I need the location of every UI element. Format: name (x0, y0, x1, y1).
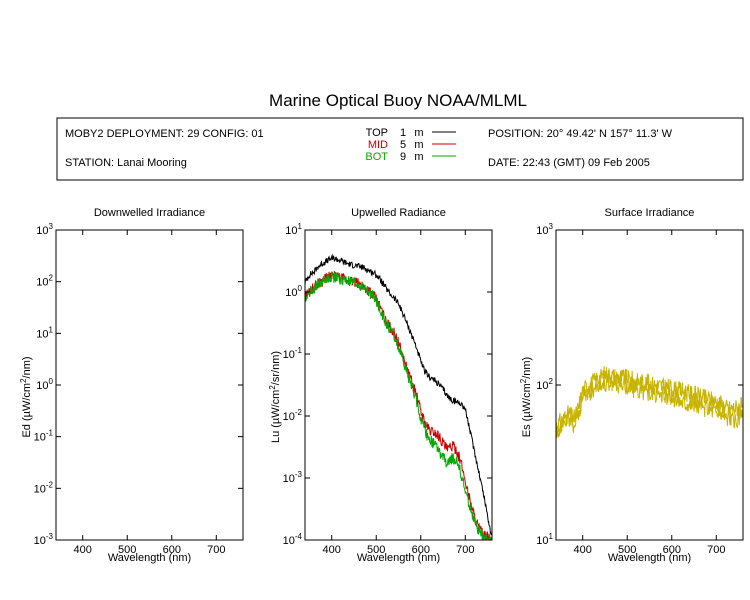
y-tick-label: 103 (36, 222, 53, 237)
series-line-0 (305, 253, 492, 536)
y-tick-label: 10-3 (283, 470, 303, 485)
series-line-0 (556, 366, 743, 433)
legend-unit-top: m (414, 127, 423, 139)
legend-depth-top: 1 (400, 127, 406, 139)
position-text: POSITION: 20° 49.42' N 157° 11.3' W (488, 128, 673, 140)
info-box: MOBY2 DEPLOYMENT: 29 CONFIG: 01 STATION:… (56, 117, 744, 181)
y-axis-label: Ed (µW/cm2/nm) (19, 356, 33, 437)
legend-depth-mid: 5 (400, 139, 406, 151)
y-axis-label: Es (µW/cm2/nm) (519, 357, 533, 437)
y-tick-label: 10-3 (34, 532, 54, 547)
y-tick-label: 10-2 (34, 480, 54, 495)
panel-surface-irradiance: Surface Irradiance 400 500 600 700 101 102 103 W… (519, 207, 744, 564)
x-tick-label: 500 (367, 544, 385, 556)
legend-name-mid: MID (368, 139, 388, 151)
x-tick-label: 700 (207, 544, 225, 556)
y-tick-label: 10-2 (283, 408, 303, 423)
series-group (305, 253, 492, 540)
y-tick-label: 101 (536, 532, 553, 547)
panel-title: Surface Irradiance (605, 207, 695, 219)
station-text: STATION: Lanai Mooring (65, 157, 187, 169)
panel-downwelled-irradiance: Downwelled Irradiance 400 500 600 700 10-3 10-… (19, 207, 244, 564)
x-tick-label: 400 (574, 544, 592, 556)
y-tick-label: 102 (536, 377, 553, 392)
series-group (556, 366, 743, 439)
y-tick-label: 10-4 (283, 532, 303, 547)
panel-title: Upwelled Radiance (351, 207, 446, 219)
legend-name-bot: BOT (365, 151, 388, 163)
x-tick-label: 500 (618, 544, 636, 556)
y-axis-label: Lu (µW/cm2/sr/nm) (268, 351, 282, 443)
y-tick-label: 100 (36, 377, 53, 392)
depth-legend: TOP 1 m MID 5 m BOT 9 m (365, 127, 456, 163)
x-tick-label: 400 (74, 544, 92, 556)
series-line-2 (305, 271, 492, 540)
y-tick-label: 103 (536, 222, 553, 237)
x-axis-label: Wavelength (nm) (357, 552, 440, 564)
deployment-text: MOBY2 DEPLOYMENT: 29 CONFIG: 01 (65, 128, 264, 140)
x-axis-label: Wavelength (nm) (608, 552, 691, 564)
x-tick-label: 600 (663, 544, 681, 556)
panel-title: Downwelled Irradiance (94, 207, 205, 219)
legend-unit-mid: m (414, 139, 423, 151)
y-tick-label: 101 (285, 222, 302, 237)
x-tick-label: 700 (456, 544, 474, 556)
x-tick-label: 700 (707, 544, 725, 556)
legend-unit-bot: m (414, 151, 423, 163)
y-tick-label: 102 (36, 274, 53, 289)
series-line-1 (556, 374, 743, 439)
y-tick-label: 10-1 (283, 346, 303, 361)
x-tick-label: 400 (323, 544, 341, 556)
info-box-frame (56, 117, 744, 181)
plot-frame (304, 229, 493, 541)
date-text: DATE: 22:43 (GMT) 09 Feb 2005 (488, 157, 650, 169)
x-axis-label: Wavelength (nm) (108, 552, 191, 564)
y-tick-label: 101 (36, 325, 53, 340)
plot-frame (55, 229, 244, 541)
legend-depth-bot: 9 (400, 151, 406, 163)
y-tick-label: 100 (285, 284, 302, 299)
legend-name-top: TOP (366, 127, 388, 139)
y-tick-label: 10-1 (34, 429, 54, 444)
x-tick-label: 600 (412, 544, 430, 556)
main-title: Marine Optical Buoy NOAA/MLML (269, 91, 527, 110)
x-tick-label: 600 (163, 544, 181, 556)
panel-upwelled-radiance: Upwelled Radiance 400 500 600 700 10-4 10-3 10-… (268, 207, 493, 564)
x-tick-label: 500 (118, 544, 136, 556)
